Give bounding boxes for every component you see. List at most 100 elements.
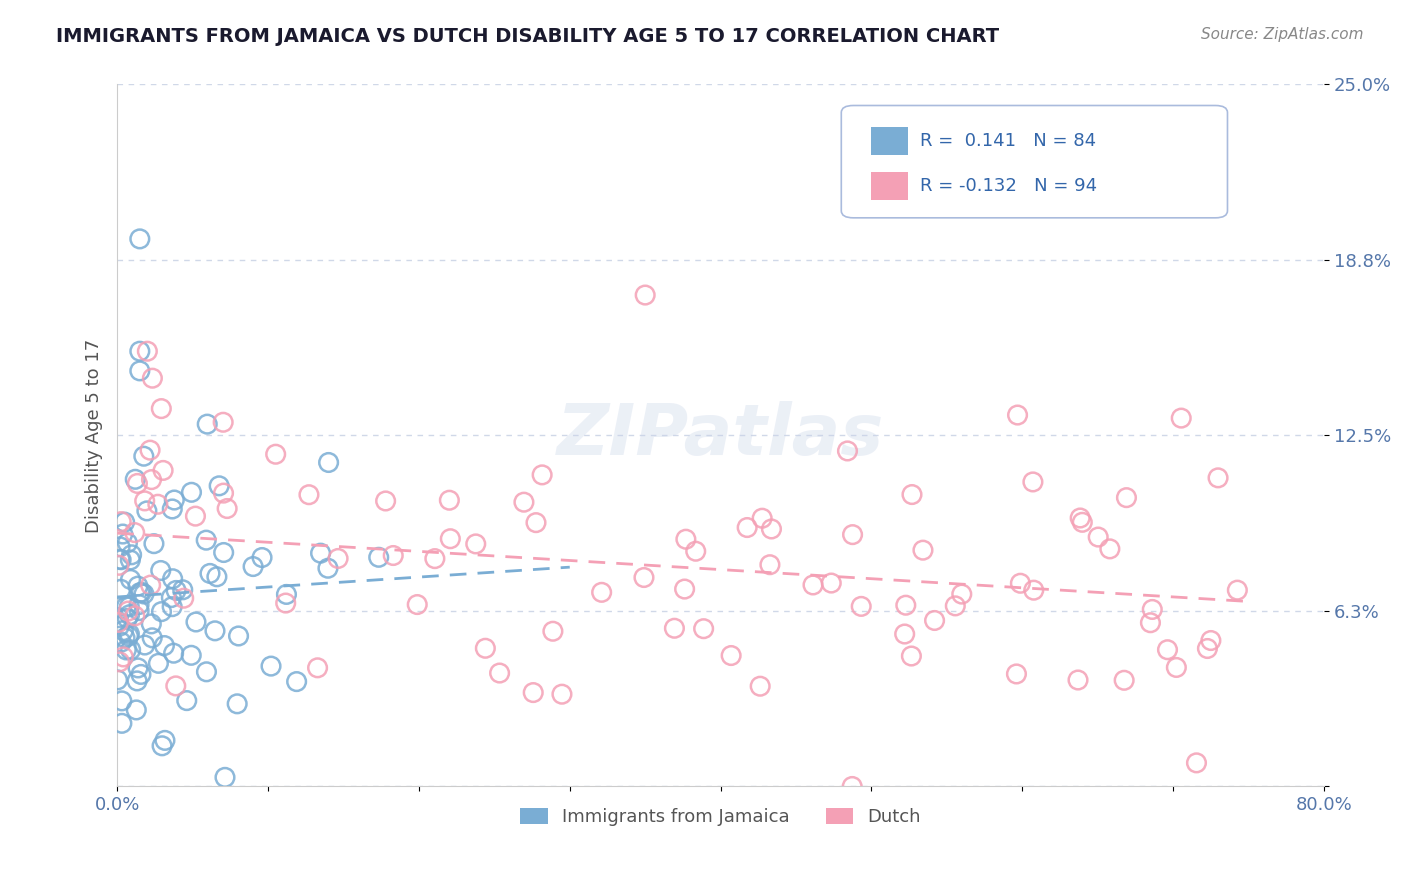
Point	[112, 649, 135, 664]
Point	[242, 559, 264, 574]
Point	[1005, 667, 1028, 681]
Point	[551, 687, 574, 701]
Point	[117, 629, 139, 643]
Point	[761, 522, 783, 536]
Point	[439, 493, 461, 508]
Point	[212, 486, 235, 500]
Point	[117, 536, 139, 550]
Point	[114, 515, 136, 529]
Point	[801, 578, 824, 592]
Point	[120, 643, 142, 657]
Point	[173, 591, 195, 606]
Point	[163, 493, 186, 508]
Point	[124, 472, 146, 486]
Point	[318, 455, 340, 469]
Point	[901, 487, 924, 501]
Point	[1156, 642, 1178, 657]
Point	[474, 641, 496, 656]
Point	[204, 624, 226, 638]
Point	[749, 679, 772, 693]
Point	[195, 417, 218, 431]
Point	[894, 598, 917, 612]
Point	[423, 551, 446, 566]
Point	[214, 770, 236, 784]
Point	[127, 579, 149, 593]
Point	[110, 552, 132, 566]
Point	[141, 473, 163, 487]
Point	[110, 515, 132, 529]
Point	[1166, 660, 1188, 674]
Point	[382, 549, 405, 563]
Point	[118, 599, 141, 614]
Point	[141, 616, 163, 631]
Point	[184, 615, 207, 629]
Point	[110, 582, 132, 597]
Point	[675, 533, 697, 547]
Point	[900, 648, 922, 663]
Point	[124, 608, 146, 623]
Point	[150, 739, 173, 753]
Point	[162, 646, 184, 660]
FancyBboxPatch shape	[841, 105, 1227, 218]
Point	[121, 548, 143, 562]
Point	[1067, 673, 1090, 687]
Text: ZIPatlas: ZIPatlas	[557, 401, 884, 470]
Point	[633, 570, 655, 584]
Point	[149, 564, 172, 578]
Point	[111, 527, 134, 541]
Point	[276, 587, 298, 601]
Point	[107, 673, 129, 687]
Point	[307, 661, 329, 675]
Point	[107, 610, 129, 624]
Point	[837, 444, 859, 458]
Point	[591, 585, 613, 599]
Point	[751, 511, 773, 525]
Point	[162, 502, 184, 516]
Point	[128, 586, 150, 600]
Point	[128, 604, 150, 618]
Point	[111, 694, 134, 708]
Point	[524, 516, 547, 530]
Point	[692, 622, 714, 636]
Point	[326, 551, 349, 566]
Point	[1098, 541, 1121, 556]
Text: R =  0.141   N = 84: R = 0.141 N = 84	[920, 132, 1095, 150]
Point	[264, 447, 287, 461]
Text: R = -0.132   N = 94: R = -0.132 N = 94	[920, 178, 1097, 195]
Point	[141, 371, 163, 385]
Point	[820, 576, 842, 591]
Point	[134, 494, 156, 508]
Point	[1010, 576, 1032, 591]
Point	[129, 667, 152, 681]
Point	[128, 364, 150, 378]
Point	[124, 525, 146, 540]
Point	[195, 665, 218, 679]
Point	[172, 582, 194, 597]
Point	[108, 540, 131, 554]
Point	[134, 638, 156, 652]
Point	[141, 631, 163, 645]
Point	[114, 631, 136, 645]
Point	[184, 509, 207, 524]
Point	[664, 621, 686, 635]
Point	[128, 598, 150, 612]
Point	[108, 619, 131, 633]
Point	[108, 655, 131, 669]
Point	[127, 476, 149, 491]
Point	[160, 599, 183, 614]
Point	[139, 443, 162, 458]
Point	[131, 585, 153, 599]
Point	[125, 703, 148, 717]
Point	[1226, 583, 1249, 598]
Point	[108, 552, 131, 566]
Point	[208, 479, 231, 493]
Text: Source: ZipAtlas.com: Source: ZipAtlas.com	[1201, 27, 1364, 42]
Point	[139, 578, 162, 592]
Point	[950, 587, 973, 601]
Point	[153, 733, 176, 747]
Point	[165, 583, 187, 598]
Point	[924, 614, 946, 628]
Point	[132, 449, 155, 463]
Point	[136, 344, 159, 359]
Y-axis label: Disability Age 5 to 17: Disability Age 5 to 17	[86, 338, 103, 533]
